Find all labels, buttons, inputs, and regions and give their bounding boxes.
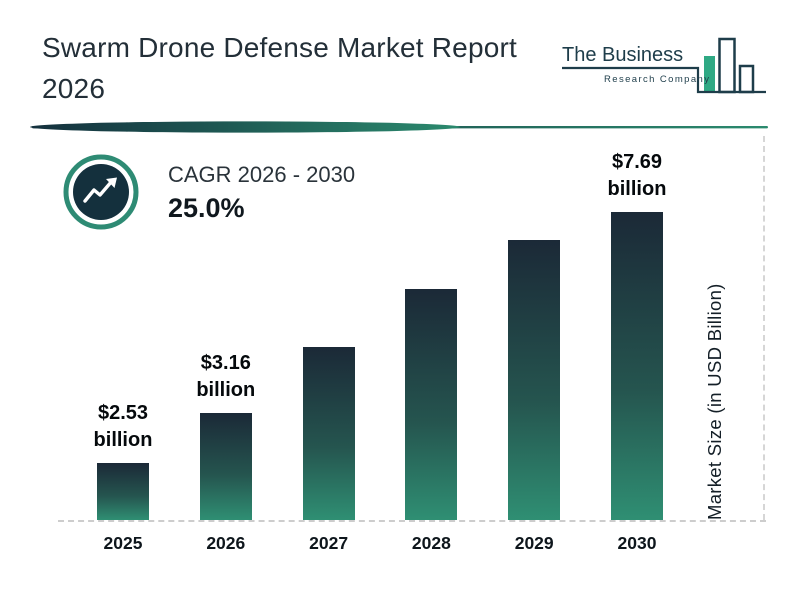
cagr-badge bbox=[63, 154, 139, 230]
x-axis-label: 2027 bbox=[309, 533, 349, 553]
bar bbox=[199, 413, 252, 520]
bar-chart: $2.53 billion 2025 $3.16 billion 2026 2027 2028… bbox=[75, 151, 685, 553]
logo-name: The Business bbox=[562, 44, 683, 66]
bar bbox=[97, 463, 149, 520]
cagr-label: CAGR 2026 - 2030 bbox=[168, 162, 356, 187]
x-axis-baseline bbox=[58, 520, 766, 522]
x-axis-label: 2028 bbox=[411, 533, 451, 553]
bar-group: 2029 bbox=[486, 208, 582, 553]
bar-group: $2.53 billion 2025 bbox=[75, 208, 171, 553]
logo-filled-bar bbox=[704, 56, 715, 92]
bar-value-label: $2.53 billion bbox=[93, 402, 153, 451]
brand-logo: The Business Research Company bbox=[562, 37, 766, 94]
logo-bars-icon bbox=[562, 37, 766, 94]
x-axis-label: 2026 bbox=[206, 533, 246, 553]
bar-group: $7.69 billion 2030 bbox=[589, 151, 685, 553]
logo-step-line bbox=[562, 66, 766, 94]
page-title: Swarm Drone Defense Market Report 2026 bbox=[42, 32, 517, 104]
cagr-value: 25.0% bbox=[168, 193, 245, 223]
x-axis-label: 2025 bbox=[103, 533, 143, 553]
divider-ribbon bbox=[30, 121, 768, 133]
bar-group: 2027 bbox=[281, 208, 377, 553]
cagr-text-block: CAGR 2026 - 2030 25.0% bbox=[168, 162, 355, 224]
bar bbox=[302, 347, 355, 520]
right-guide-line bbox=[763, 136, 765, 520]
bar-group: 2028 bbox=[383, 208, 479, 553]
x-axis-label: 2030 bbox=[617, 533, 657, 553]
y-axis-title: Market Size (in USD Billion) bbox=[704, 283, 725, 520]
trend-up-icon bbox=[83, 177, 117, 203]
x-axis-label: 2029 bbox=[514, 533, 554, 553]
bar bbox=[508, 240, 561, 520]
logo-tall-bar bbox=[718, 37, 736, 94]
bar-value-label: $7.69 billion bbox=[607, 151, 667, 200]
bar-value-label: $3.16 billion bbox=[196, 352, 256, 401]
logo-subtitle: Research Company bbox=[604, 74, 710, 85]
bar-group: $3.16 billion 2026 bbox=[178, 208, 274, 553]
logo-short-bar bbox=[738, 64, 755, 94]
bar bbox=[405, 289, 458, 520]
bar bbox=[610, 212, 663, 520]
